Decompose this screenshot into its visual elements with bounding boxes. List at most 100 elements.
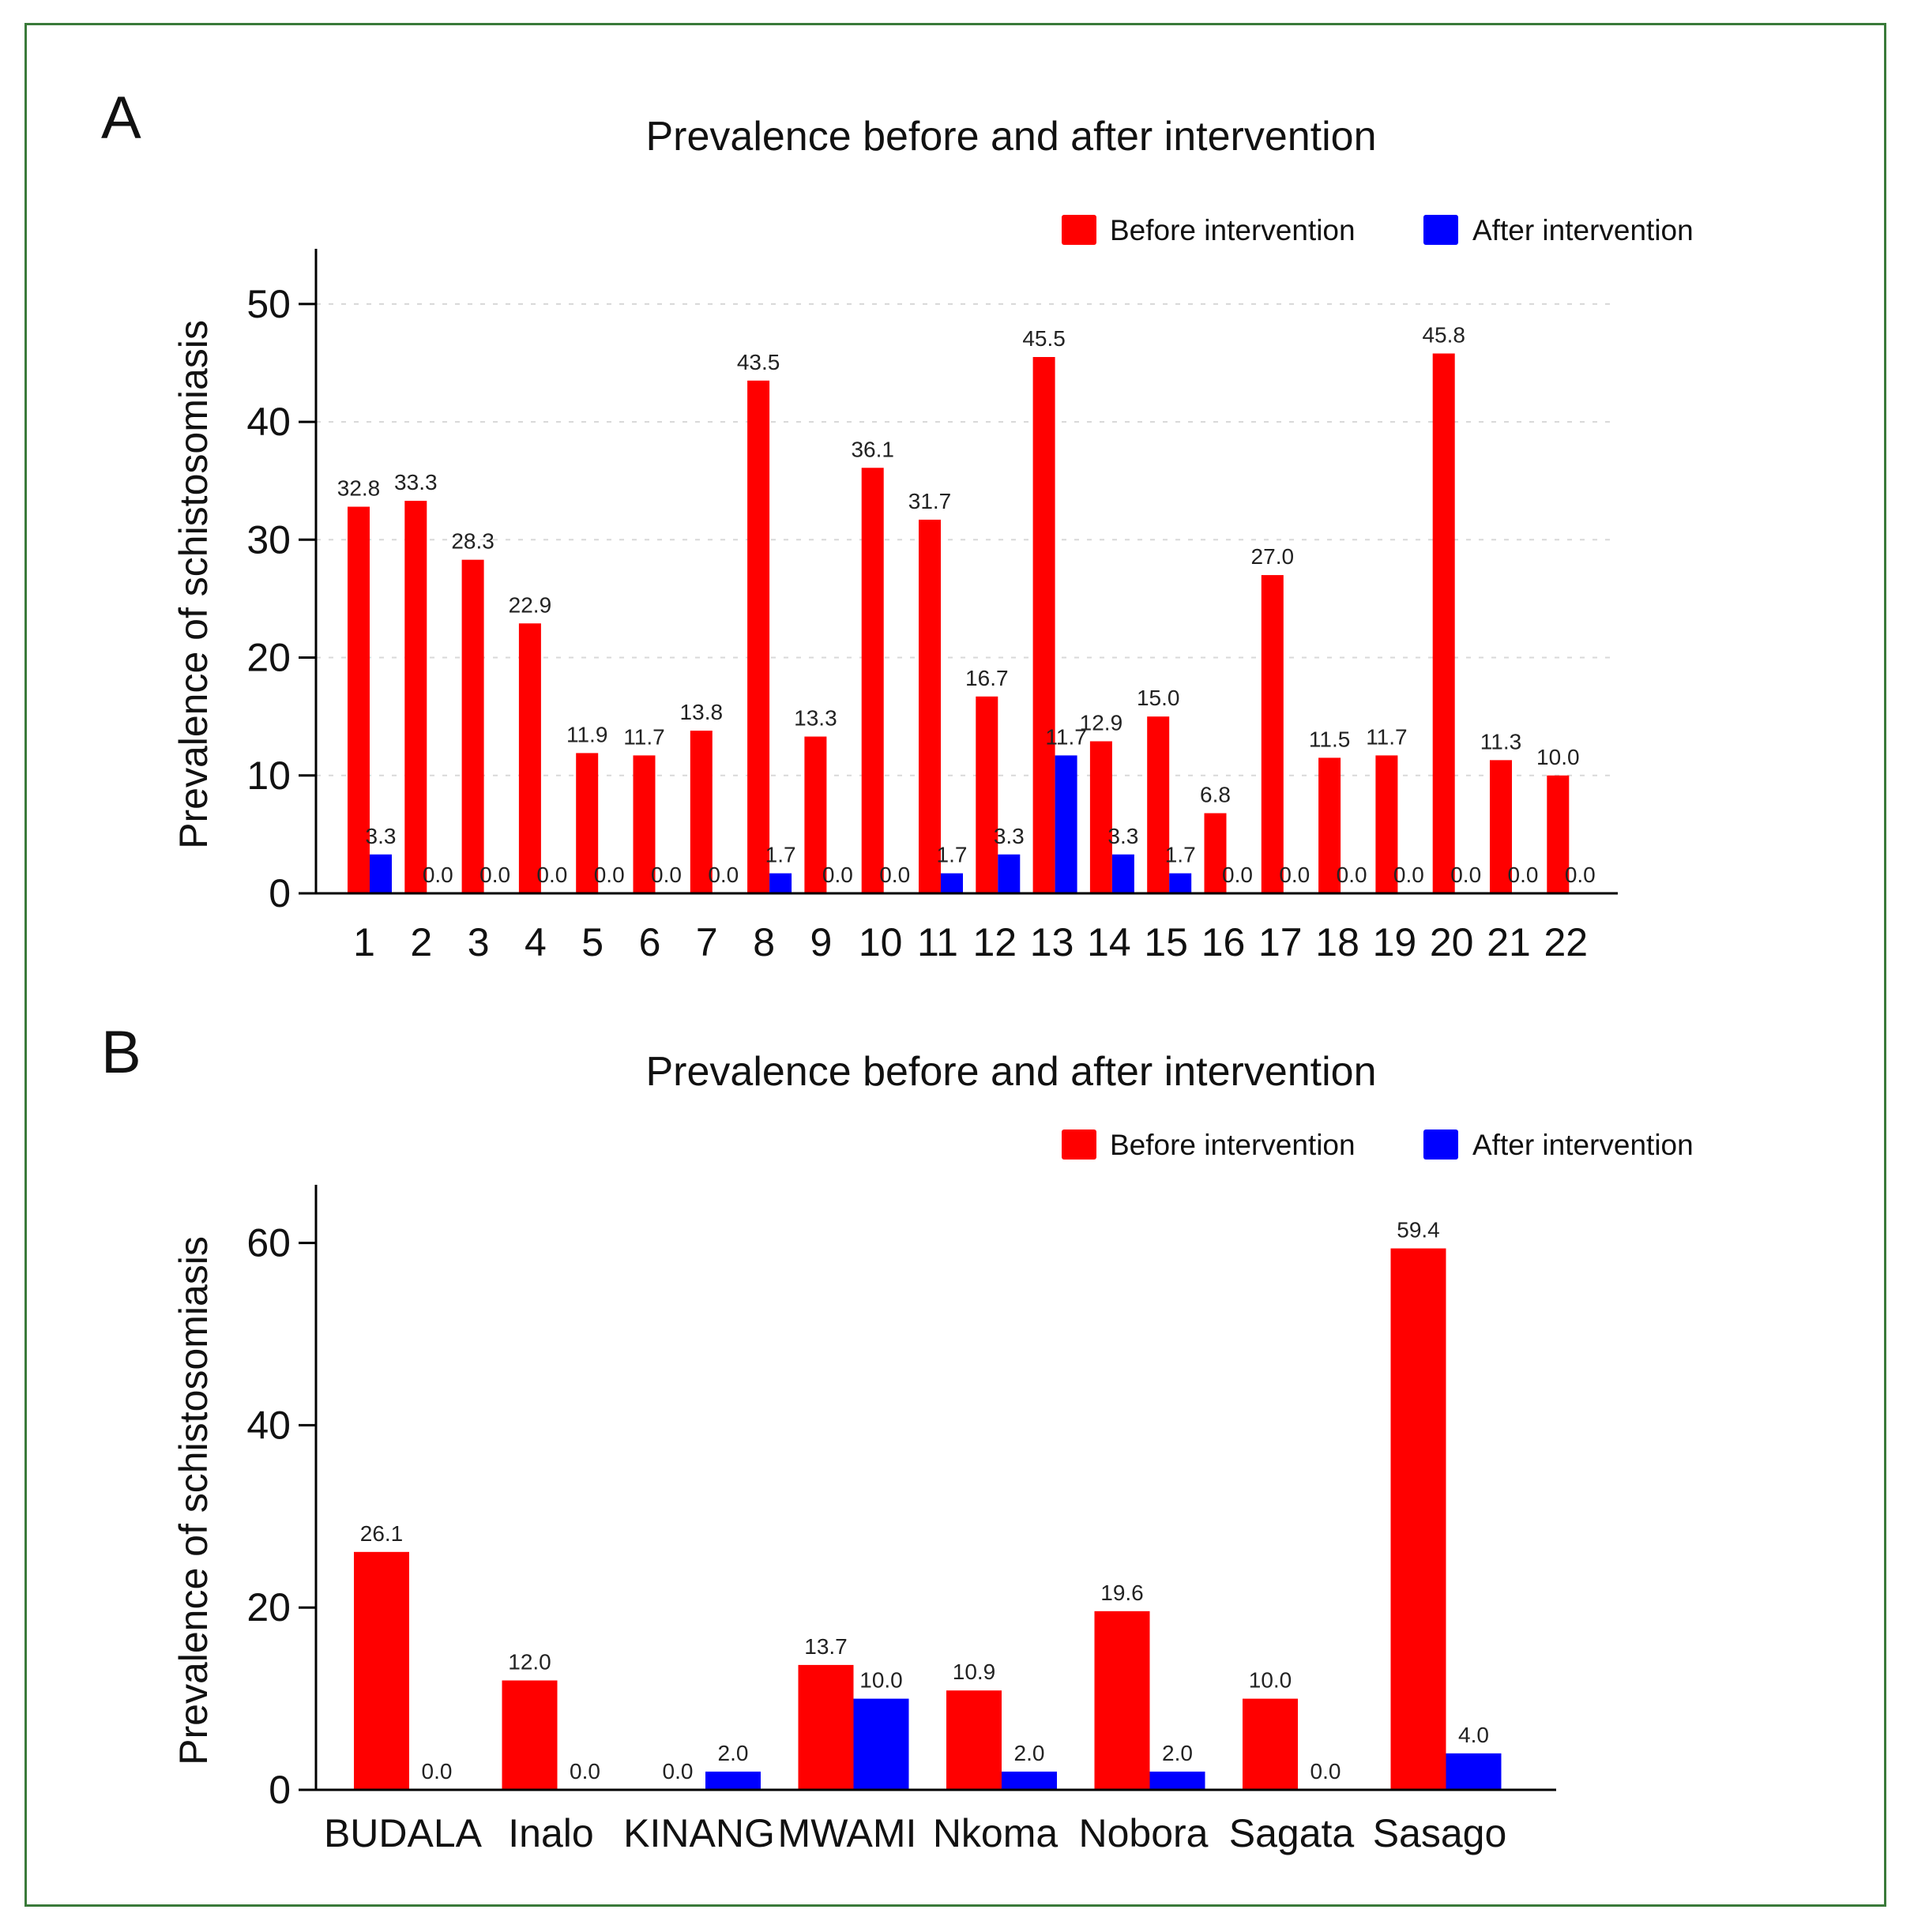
grid-a [316,303,1611,776]
bars-b [354,1248,1502,1790]
data-label: 12.9 [1080,710,1123,735]
legend-swatch-after-a [1423,215,1458,245]
data-label: 13.7 [804,1634,848,1659]
y-ticks-a: 0 10 20 30 40 50 [246,282,316,915]
y-tick-label: 40 [246,400,291,444]
data-label: 45.5 [1022,326,1066,351]
data-label: 32.8 [337,476,381,501]
data-label: 0.0 [1450,863,1481,887]
bar-after-8 [769,873,792,893]
bar-before-11 [919,519,941,893]
x-tick-label: Sasago [1373,1811,1507,1855]
x-ticks-a: 1 2 3 4 5 6 7 8 9 10 11 12 13 14 15 16 17 18 19 20 21 22 [353,920,1588,964]
x-tick-label: KINANG [623,1811,775,1855]
x-tick-label: 2 [410,920,432,964]
x-tick-label: MWAMI [778,1811,917,1855]
y-tick-label: 40 [246,1403,291,1447]
x-tick-label: 5 [581,920,604,964]
data-label: 10.9 [953,1659,996,1684]
bar-before-BUDALA [354,1551,409,1790]
y-tick-label: 60 [246,1221,291,1265]
chart-panel-b: B Prevalence before and after interventi… [101,1019,1694,1855]
y-axis-label-a: Prevalence of schistosomiasis [171,320,216,849]
bar-before-1 [348,506,370,893]
y-ticks-b: 0 20 40 60 [246,1221,316,1812]
data-label: 13.3 [794,706,837,731]
bar-before-22 [1547,775,1570,893]
data-label: 43.5 [737,350,780,374]
bar-after-MWAMI [853,1698,909,1790]
data-label: 3.3 [1107,824,1138,848]
legend-label-before-a: Before intervention [1110,214,1356,246]
bar-before-9 [804,736,827,893]
y-tick-label: 10 [246,754,291,798]
bar-before-4 [518,623,541,893]
x-tick-label: Nobora [1079,1811,1209,1855]
data-label: 0.0 [822,863,853,887]
x-tick-label: 17 [1258,920,1303,964]
data-label: 27.0 [1251,544,1295,569]
data-label: 31.7 [908,489,952,513]
x-tick-label: BUDALA [324,1811,483,1855]
data-label: 1.7 [937,843,968,867]
x-tick-label: Sagata [1229,1811,1355,1855]
y-tick-label: 20 [246,1585,291,1629]
bar-before-7 [690,731,713,893]
bar-before-Inalo [502,1680,558,1790]
data-label: 1.7 [1165,843,1196,867]
x-tick-label: 15 [1144,920,1188,964]
bar-before-MWAMI [798,1664,854,1790]
x-tick-label: 19 [1373,920,1417,964]
x-tick-label: 21 [1487,920,1531,964]
bar-after-13 [1055,755,1077,893]
x-tick-label: 20 [1430,920,1474,964]
x-tick-label: 8 [753,920,775,964]
bar-after-KINANG [705,1771,761,1790]
bar-before-16 [1204,813,1227,893]
data-label: 11.7 [1366,724,1407,749]
data-label: 4.0 [1458,1723,1489,1747]
data-label: 16.7 [965,666,1009,690]
data-label: 36.1 [851,437,894,461]
data-label: 59.4 [1397,1218,1440,1242]
data-label: 0.0 [536,863,567,887]
bar-after-14 [1111,854,1134,893]
data-label: 0.0 [423,863,453,887]
bar-before-21 [1490,760,1512,893]
bar-before-20 [1432,353,1455,893]
bar-after-Sasago [1446,1753,1502,1790]
bar-before-Nkoma [946,1690,1002,1790]
x-tick-label: 10 [859,920,903,964]
data-label: 0.0 [422,1759,453,1784]
legend-swatch-before-a [1062,215,1096,245]
data-label: 0.0 [663,1759,694,1784]
data-label: 10.0 [1249,1668,1292,1693]
legend-label-after-b: After intervention [1472,1129,1694,1161]
bar-before-3 [461,559,484,893]
data-label: 2.0 [1014,1741,1045,1765]
data-label: 0.0 [1393,863,1424,887]
legend-swatch-after-b [1423,1130,1458,1160]
data-label: 0.0 [1279,863,1310,887]
x-tick-label: 12 [972,920,1017,964]
bar-before-13 [1032,357,1055,893]
data-label: 10.0 [1536,745,1580,769]
x-tick-label: 3 [468,920,490,964]
data-label: 11.9 [566,722,607,746]
y-tick-label: 50 [246,282,291,326]
data-label: 1.7 [765,843,796,867]
bar-before-Nobora [1094,1611,1150,1790]
bar-after-Nobora [1149,1771,1205,1790]
x-tick-label: 4 [525,920,547,964]
bar-after-15 [1169,873,1192,893]
x-tick-label: Inalo [508,1811,593,1855]
legend-swatch-before-b [1062,1130,1096,1160]
data-label: 15.0 [1137,686,1180,710]
bar-before-6 [633,755,656,893]
data-label: 0.0 [879,863,910,887]
y-tick-label: 20 [246,636,291,680]
bar-after-12 [998,854,1021,893]
bar-after-1 [370,854,392,893]
bars-a [348,353,1570,893]
data-label: 11.7 [1045,724,1086,749]
